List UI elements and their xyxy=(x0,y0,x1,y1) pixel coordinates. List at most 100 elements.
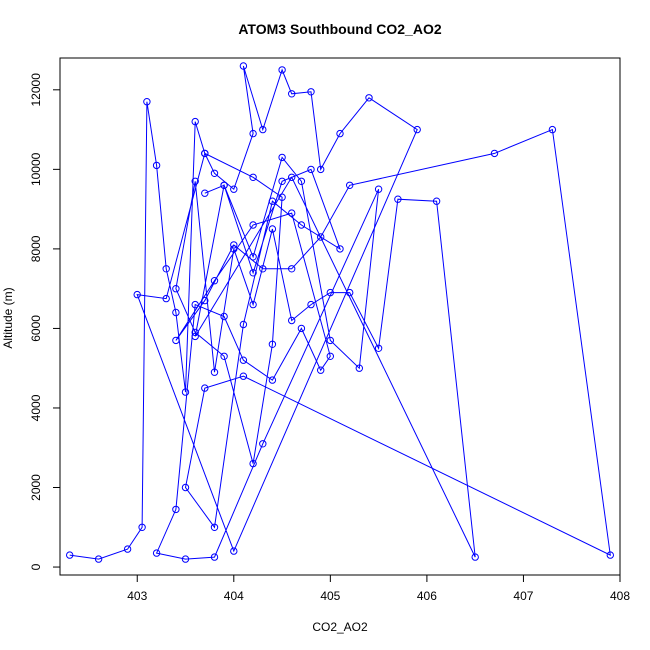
data-point xyxy=(278,153,286,162)
data-point xyxy=(172,336,180,345)
data-point xyxy=(336,129,344,138)
data-point xyxy=(471,553,479,561)
data-point xyxy=(288,209,296,217)
data-point xyxy=(220,352,228,360)
data-point xyxy=(210,553,219,561)
data-point xyxy=(413,125,421,134)
data-point xyxy=(201,384,209,392)
data-point xyxy=(326,336,334,345)
data-point xyxy=(365,94,373,102)
data-point xyxy=(374,185,383,193)
data-point xyxy=(210,169,219,178)
data-point xyxy=(201,189,209,197)
data-point xyxy=(239,320,248,329)
data-point xyxy=(288,265,296,273)
data-point xyxy=(133,290,141,299)
data-point xyxy=(152,161,161,170)
data-point xyxy=(326,288,334,297)
y-tick-label: 2000 xyxy=(29,474,43,501)
x-tick-label: 406 xyxy=(417,589,437,603)
data-point xyxy=(210,277,219,285)
data-point xyxy=(278,177,286,186)
y-tick-label: 12000 xyxy=(29,73,43,107)
y-tick-label: 6000 xyxy=(29,315,43,342)
data-point xyxy=(66,551,74,559)
data-point xyxy=(355,364,363,372)
data-point xyxy=(172,505,180,514)
data-point xyxy=(201,149,209,158)
data-point xyxy=(317,366,325,374)
data-point xyxy=(432,197,441,205)
data-point xyxy=(191,328,199,337)
series-line xyxy=(69,65,611,560)
data-point xyxy=(259,265,267,273)
data-point xyxy=(201,296,209,305)
data-point xyxy=(307,300,315,309)
data-point xyxy=(220,181,228,190)
data-point xyxy=(259,440,267,448)
data-point xyxy=(297,324,306,333)
x-tick-label: 407 xyxy=(513,589,533,603)
data-point xyxy=(249,459,257,468)
data-point xyxy=(288,90,296,98)
data-point xyxy=(94,555,103,563)
data-point xyxy=(548,125,557,134)
data-point xyxy=(268,376,277,384)
data-point xyxy=(181,483,190,492)
data-point xyxy=(288,316,296,325)
data-point xyxy=(297,221,306,229)
data-point xyxy=(297,177,306,186)
data-point xyxy=(230,185,238,193)
y-axis: 0 2000 4000 6000 8000 10000 12000 xyxy=(29,73,60,570)
x-tick-label: 403 xyxy=(127,589,147,603)
data-point xyxy=(249,173,257,182)
data-point xyxy=(268,225,277,233)
points-layer xyxy=(66,62,614,563)
data-point xyxy=(394,195,402,203)
data-point xyxy=(259,125,267,134)
data-point xyxy=(307,88,315,96)
plot-frame xyxy=(59,57,621,576)
y-axis-label: Altitude (m) xyxy=(1,287,15,348)
y-tick-label: 8000 xyxy=(29,235,43,262)
data-point xyxy=(220,312,228,321)
y-tick-label: 10000 xyxy=(29,152,43,186)
data-point xyxy=(336,245,344,253)
data-point xyxy=(249,300,257,309)
data-point xyxy=(162,265,170,273)
data-point xyxy=(172,285,180,293)
data-point xyxy=(249,129,257,138)
data-point xyxy=(317,233,325,241)
data-point xyxy=(230,245,238,253)
data-point xyxy=(346,288,354,297)
data-point xyxy=(191,332,199,341)
data-point xyxy=(181,555,190,563)
data-point xyxy=(268,340,277,348)
data-point xyxy=(239,356,248,364)
y-tick-label: 0 xyxy=(29,563,43,570)
data-point xyxy=(239,62,248,70)
data-point xyxy=(288,173,296,182)
data-point xyxy=(307,165,315,174)
data-point xyxy=(191,117,199,126)
data-point xyxy=(191,300,199,309)
x-tick-label: 405 xyxy=(320,589,340,603)
data-point xyxy=(210,368,219,376)
x-axis: 403 404 405 406 407 408 xyxy=(127,575,630,603)
chart-title: ATOM3 Southbound CO2_AO2 xyxy=(238,21,441,37)
data-point xyxy=(268,197,277,205)
data-point xyxy=(181,388,190,396)
x-axis-label: CO2_AO2 xyxy=(312,620,368,634)
data-point xyxy=(278,193,286,201)
data-point xyxy=(162,294,170,303)
data-point xyxy=(249,253,257,261)
data-point xyxy=(606,551,614,559)
data-point xyxy=(374,344,383,352)
data-point xyxy=(123,545,132,553)
data-point xyxy=(346,181,354,190)
x-tick-label: 408 xyxy=(610,589,630,603)
data-point xyxy=(138,523,146,531)
data-point xyxy=(230,547,238,555)
x-tick-label: 404 xyxy=(224,589,244,603)
